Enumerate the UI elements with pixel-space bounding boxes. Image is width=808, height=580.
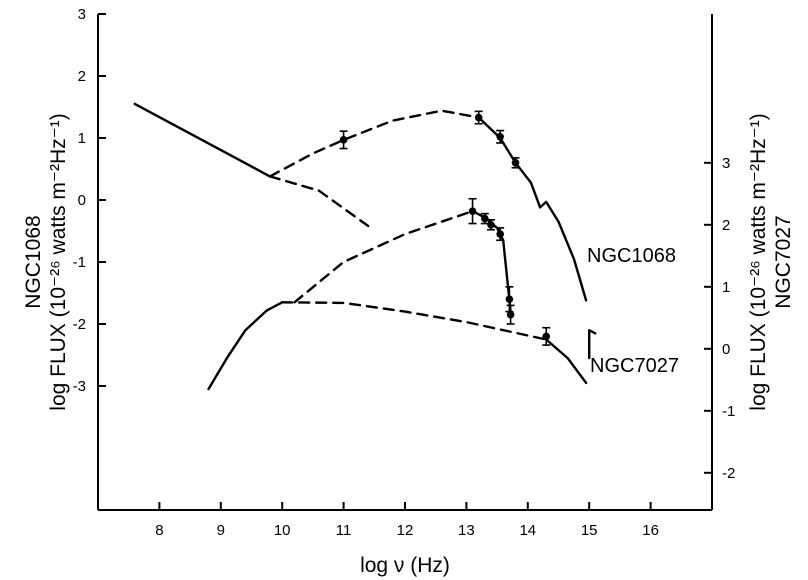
data-marker xyxy=(496,230,504,238)
right-axis-ticks: 3 2 1 0 -1 -2 xyxy=(704,155,735,482)
right-tick-label: 0 xyxy=(722,341,730,358)
left-tick-label: -1 xyxy=(73,254,86,271)
left-tick-label: 2 xyxy=(78,68,86,85)
x-tick-label: 14 xyxy=(519,522,536,539)
ngc1068-data-point xyxy=(496,129,505,144)
ngc7027-solid-curve xyxy=(588,329,597,360)
x-tick-label: 15 xyxy=(581,522,598,539)
ngc1068-solid-curve xyxy=(477,116,588,302)
ngc7027-data-point xyxy=(496,227,505,242)
right-tick-label: -1 xyxy=(722,403,735,420)
x-tick-label: 8 xyxy=(155,522,163,539)
right-tick-label: -2 xyxy=(722,465,735,482)
left-tick-label: 3 xyxy=(78,6,86,23)
ngc7027-dashed-curve xyxy=(293,209,474,304)
right-tick-label: 2 xyxy=(722,217,730,234)
data-marker xyxy=(481,214,489,223)
data-marker xyxy=(474,113,483,122)
x-tick-label: 13 xyxy=(458,522,475,539)
series-label-ngc1068: NGC1068 xyxy=(587,245,676,267)
chart-points xyxy=(339,110,551,346)
left-tick-label: 0 xyxy=(78,192,86,209)
left-tick-label: -3 xyxy=(73,378,86,395)
data-marker xyxy=(506,310,515,319)
x-tick-label: 16 xyxy=(642,522,659,539)
left-tick-label: 1 xyxy=(78,130,86,147)
ngc7027-data-point xyxy=(505,285,514,313)
data-marker xyxy=(496,132,504,141)
ngc7027-solid-curve xyxy=(207,301,284,391)
x-tick-label: 11 xyxy=(336,522,352,539)
x-tick-label: 12 xyxy=(397,522,414,539)
left-tick-label: -2 xyxy=(73,316,86,333)
data-marker xyxy=(542,332,551,341)
ngc1068-data-point xyxy=(511,157,520,169)
x-axis-title: log ν (Hz) xyxy=(360,554,450,577)
data-marker xyxy=(339,136,348,144)
right-axis-title-line1: log FLUX (10⁻²⁶ watts m⁻²Hz⁻¹) xyxy=(747,113,770,410)
ngc7027-data-point xyxy=(468,197,477,225)
x-tick-label: 10 xyxy=(274,522,291,539)
data-marker xyxy=(487,221,495,229)
x-axis-ticks: 8 9 10 11 12 13 14 15 16 xyxy=(155,502,659,539)
ngc7027-data-point xyxy=(486,219,495,231)
ngc7027-solid-curve xyxy=(545,338,588,385)
left-axis-ticks: 3 2 1 0 -1 -2 -3 xyxy=(73,6,106,395)
chart-curves xyxy=(133,102,597,391)
series-label-ngc7027: NGC7027 xyxy=(590,355,679,377)
data-marker xyxy=(468,207,477,215)
ngc1068-dashed-curve xyxy=(268,175,370,228)
ngc7027-data-point xyxy=(506,304,515,325)
right-tick-label: 3 xyxy=(722,155,730,172)
right-axis-title-line2: NGC7027 xyxy=(772,215,795,308)
data-marker xyxy=(511,159,520,167)
ngc7027-data-point xyxy=(480,212,489,225)
ngc1068-data-point xyxy=(339,130,348,150)
x-tick-label: 9 xyxy=(217,522,225,539)
right-tick-label: 1 xyxy=(722,279,730,296)
left-axis-title-line1: NGC1068 xyxy=(22,215,45,308)
left-axis-title-line2: log FLUX (10⁻²⁶ watts m⁻²Hz⁻¹) xyxy=(47,113,70,410)
ngc7027-dashed-curve xyxy=(281,301,548,341)
ngc7027-data-point xyxy=(542,326,551,346)
ngc1068-dashed-curve xyxy=(268,109,480,178)
ngc1068-solid-curve xyxy=(133,102,272,178)
data-marker xyxy=(505,295,514,304)
ngc1068-data-point xyxy=(474,110,483,125)
